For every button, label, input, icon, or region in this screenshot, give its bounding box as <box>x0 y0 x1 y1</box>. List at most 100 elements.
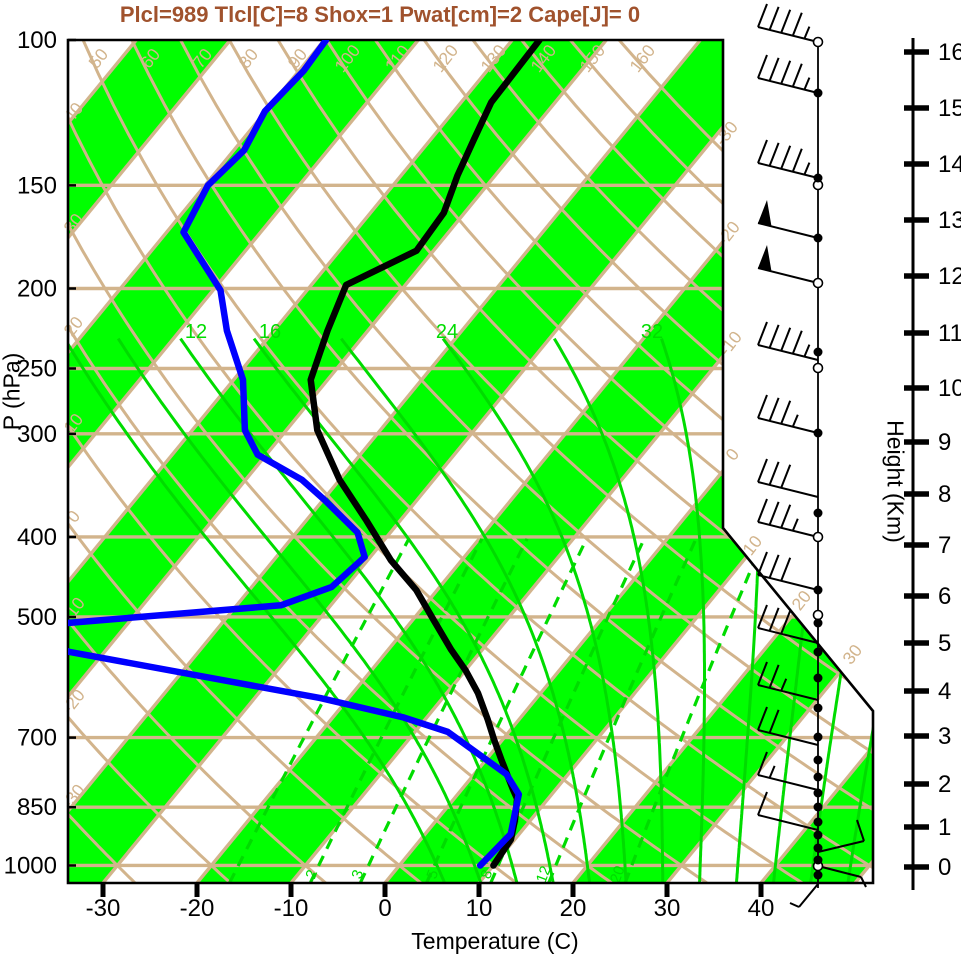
dry-adiabat-line <box>68 40 518 883</box>
wind-level-dot <box>813 173 823 183</box>
temperature-axis-title: Temperature (C) <box>411 928 579 954</box>
wind-barb-feather <box>757 791 768 816</box>
moist-adiabat-line <box>735 338 762 883</box>
wind-barb-feather <box>780 464 792 489</box>
wind-barb-feather <box>768 501 780 526</box>
height-tick-label: 14 <box>938 151 961 178</box>
shaded-band <box>0 40 42 883</box>
wind-barb-feather <box>757 458 768 483</box>
mixing-ratio-label: 3 <box>348 868 367 882</box>
mixing-ratio-line <box>358 538 529 883</box>
pressure-tick-label: 700 <box>17 725 57 752</box>
wind-level-dot <box>813 843 823 853</box>
pressure-tick-label: 300 <box>17 421 57 448</box>
dry-adiabat-line <box>179 40 873 883</box>
height-tick-label: 3 <box>938 723 951 750</box>
wind-barb-shaft <box>757 77 819 94</box>
mixing-ratio-line <box>547 538 698 883</box>
wind-level-dot <box>813 88 823 98</box>
temperature-tick-label: -20 <box>180 895 215 922</box>
wind-barb-feather <box>780 504 792 529</box>
wind-barb-shaft <box>757 774 819 791</box>
wind-barb-feather <box>768 324 780 349</box>
moist-adiabat-label: 24 <box>436 321 458 343</box>
wind-barb-shaft <box>817 865 862 878</box>
wind-barb-feather <box>768 607 780 632</box>
wind-level-dot <box>813 817 823 827</box>
wind-barb-shaft <box>757 162 819 179</box>
wind-barb-feather <box>780 610 792 635</box>
wind-level-dot <box>813 585 823 595</box>
wind-barb-feather <box>757 498 768 523</box>
dry-adiabat-line <box>68 40 613 883</box>
wind-level-dot <box>813 673 823 683</box>
wind-level-dot-open <box>812 362 824 374</box>
wind-barb-shaft <box>757 729 819 746</box>
height-tick-label: 6 <box>938 583 951 610</box>
height-tick-label: 9 <box>938 429 951 456</box>
wind-barb-feather <box>856 819 865 842</box>
wind-barb-half-feather <box>860 876 867 888</box>
moist-adiabat-label: 16 <box>259 321 281 343</box>
pressure-tick-label: 850 <box>17 794 57 821</box>
wind-level-dot <box>813 802 823 812</box>
dry-adiabat-line <box>374 40 873 883</box>
wind-level-dot <box>813 830 823 840</box>
moist-adiabat-line <box>553 337 665 883</box>
wind-barb-shaft <box>757 344 819 361</box>
wind-level-dot <box>813 755 823 765</box>
shaded-band <box>68 40 795 883</box>
wind-barb-shaft <box>757 417 819 434</box>
temperature-tick-label: 20 <box>560 895 587 922</box>
wind-barb-feather <box>791 330 803 355</box>
wind-level-dot-open <box>812 277 824 289</box>
wind-barb-half-feather <box>789 902 800 908</box>
wind-level-dot <box>813 788 823 798</box>
moist-adiabat-line <box>252 337 555 883</box>
wind-barb-feather <box>791 12 803 37</box>
wind-barb-shaft <box>757 481 819 498</box>
isotherm-line <box>68 40 608 883</box>
wind-barb-half-feather <box>780 678 788 692</box>
grid-label: 0 <box>62 506 84 526</box>
height-tick-label: 12 <box>938 263 961 290</box>
wind-level-dot <box>813 855 823 865</box>
wind-barb-column <box>757 3 867 908</box>
temperature-tick-label: 10 <box>466 895 493 922</box>
temperature-tick-label: 40 <box>748 895 775 922</box>
mixing-ratio-line <box>425 538 589 883</box>
height-tick-label: 11 <box>938 320 961 347</box>
wind-level-dot-open <box>812 609 824 621</box>
moist-adiabat-line <box>441 337 628 883</box>
dry-adiabat-line <box>81 40 873 883</box>
pressure-tick-label: 1000 <box>4 852 57 879</box>
wind-barb-half-feather <box>791 518 799 532</box>
wind-level-dot <box>813 233 823 243</box>
pressure-tick-label: 400 <box>17 524 57 551</box>
temperature-tick-label: -30 <box>86 895 121 922</box>
wind-barb-feather <box>757 139 768 164</box>
temperature-tick-label: 30 <box>654 895 681 922</box>
mixing-ratio-line <box>228 538 411 883</box>
wind-barb-shaft <box>757 814 819 831</box>
wind-barb-half-feather <box>803 162 811 175</box>
dry-adiabat-line <box>227 40 873 883</box>
grid-label: 30 <box>838 640 866 668</box>
grid-label: -20 <box>58 685 89 717</box>
height-tick-label: 10 <box>938 375 961 402</box>
pressure-tick-label: 250 <box>17 355 57 382</box>
wind-barb-feather <box>757 394 768 419</box>
wind-barb-shaft <box>798 883 819 908</box>
wind-level-dot <box>813 347 823 357</box>
isotherm-line <box>68 40 702 883</box>
moist-adiabat-line <box>846 338 873 883</box>
height-tick-label: 7 <box>938 532 951 559</box>
wind-barb-feather <box>768 142 780 167</box>
moist-adiabat-label: 12 <box>185 321 207 343</box>
temperature-tick-label: -10 <box>274 895 309 922</box>
wind-barb-feather <box>768 554 780 579</box>
grid-label: 120 <box>428 40 462 76</box>
temperature-tick-label: 0 <box>378 895 391 922</box>
